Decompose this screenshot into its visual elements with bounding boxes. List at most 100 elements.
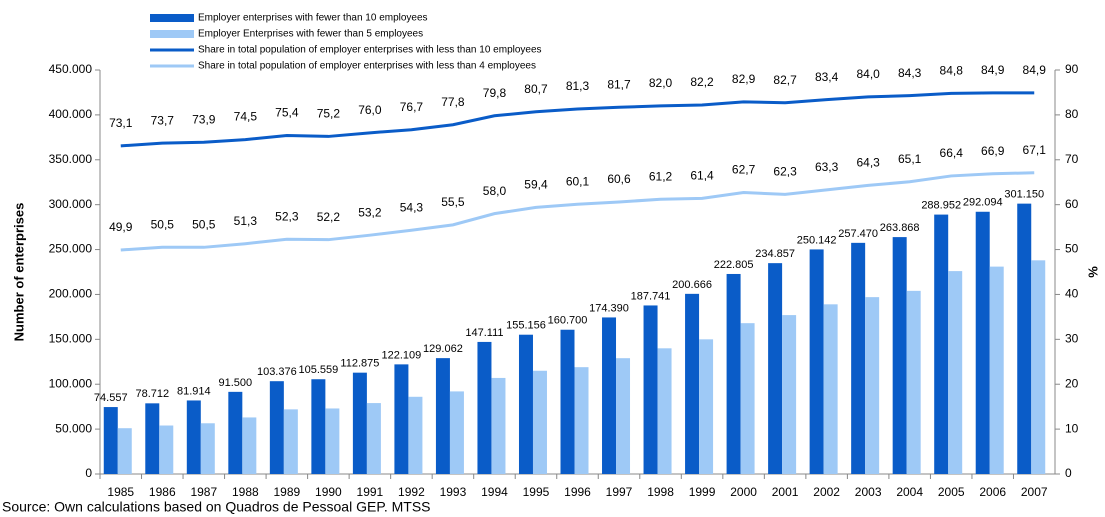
bar-value-label: 250.142 (797, 234, 837, 246)
x-tick-label: 1992 (398, 485, 425, 499)
y-tick-label: 0 (85, 466, 92, 480)
y2-tick-label: 90 (1065, 62, 1079, 76)
y-tick-label: 250.000 (49, 242, 93, 256)
bar (477, 341, 492, 474)
x-tick-label: 2006 (979, 485, 1006, 499)
y2-tick-label: 30 (1065, 332, 1079, 346)
line-value-label: 82,7 (773, 73, 797, 87)
line-value-label: 74,5 (234, 110, 258, 124)
x-tick-label: 2001 (772, 485, 799, 499)
y-tick-label: 200.000 (49, 287, 93, 301)
bar-value-label: 292.094 (963, 197, 1003, 209)
bar-value-label: 301.150 (1004, 189, 1044, 201)
x-tick-label: 1989 (273, 485, 300, 499)
bar (186, 400, 201, 474)
y-tick-label: 100.000 (49, 376, 93, 390)
bar-value-label: 74.557 (94, 392, 128, 404)
bar (435, 358, 450, 474)
bar (699, 339, 714, 474)
y2-tick-label: 40 (1065, 287, 1079, 301)
line-value-label: 82,2 (690, 75, 714, 89)
line-value-label: 73,7 (151, 113, 175, 127)
bar-value-label: 200.666 (672, 279, 712, 291)
y-tick-label: 350.000 (49, 152, 93, 166)
bar (657, 348, 672, 474)
bar-value-label: 288.952 (921, 199, 961, 211)
x-tick-label: 1997 (606, 485, 633, 499)
bar-value-label: 103.376 (257, 366, 297, 378)
line-value-label: 64,3 (856, 156, 880, 170)
line-value-label: 51,3 (234, 214, 258, 228)
y2-tick-label: 0 (1065, 466, 1072, 480)
y-tick-label: 150.000 (49, 332, 93, 346)
line-value-label: 84,9 (1023, 63, 1047, 77)
x-tick-label: 2005 (938, 485, 965, 499)
y-axis-label: Number of enterprises (11, 203, 26, 342)
bar-value-label: 187.741 (631, 290, 671, 302)
line-value-label: 76,0 (358, 103, 382, 117)
y-tick-label: 50.000 (55, 421, 92, 435)
bar (685, 293, 700, 474)
x-tick-label: 2003 (855, 485, 882, 499)
y2-tick-label: 10 (1065, 421, 1079, 435)
y2-tick-label: 80 (1065, 107, 1079, 121)
bar (228, 391, 243, 474)
bar (560, 329, 575, 474)
bar (851, 242, 866, 474)
bar (989, 266, 1004, 474)
line-value-label: 75,2 (317, 107, 341, 121)
bar (311, 379, 326, 474)
line-value-label: 82,9 (732, 72, 756, 86)
line-value-label: 65,1 (898, 152, 922, 166)
bar (740, 323, 755, 474)
y2-tick-label: 60 (1065, 197, 1079, 211)
legend-swatch (150, 14, 194, 22)
line-value-label: 54,3 (400, 200, 424, 214)
bar (283, 409, 298, 474)
line-value-label: 62,3 (773, 165, 797, 179)
line-value-label: 80,7 (524, 82, 548, 96)
bar-value-label: 78.712 (135, 388, 169, 400)
bar (200, 423, 215, 474)
line-value-label: 55,5 (441, 195, 465, 209)
bar-value-label: 160.700 (548, 315, 588, 327)
bar-value-label: 222.805 (714, 259, 754, 271)
bar (809, 249, 824, 474)
bar-value-label: 257.470 (838, 228, 878, 240)
line-value-label: 81,7 (607, 77, 631, 91)
bar (325, 408, 340, 474)
line-value-label: 50,5 (151, 217, 175, 231)
x-tick-label: 2004 (896, 485, 923, 499)
bar (532, 370, 547, 474)
line-value-label: 81,3 (566, 79, 590, 93)
line-value-label: 84,9 (981, 63, 1005, 77)
bar (574, 367, 589, 474)
bar-value-label: 129.062 (423, 343, 463, 355)
line-value-label: 66,4 (940, 146, 964, 160)
line-value-label: 61,4 (690, 169, 714, 183)
line-value-label: 60,1 (566, 174, 590, 188)
bar-value-label: 112.875 (340, 358, 379, 370)
bar-value-label: 147.111 (465, 327, 503, 339)
bar-value-label: 155.156 (506, 320, 546, 332)
bar (616, 358, 631, 474)
line (120, 91, 1035, 148)
bar (1031, 260, 1046, 474)
x-tick-label: 1990 (315, 485, 342, 499)
y2-tick-label: 70 (1065, 152, 1079, 166)
bar (491, 377, 506, 474)
line-value-label: 53,2 (358, 205, 382, 219)
bar-value-label: 174.390 (589, 302, 629, 314)
bar-value-label: 263.868 (880, 222, 920, 234)
line-value-label: 59,4 (524, 178, 548, 192)
line-value-label: 52,2 (317, 210, 341, 224)
line-value-label: 84,8 (940, 64, 964, 78)
y2-tick-label: 50 (1065, 242, 1079, 256)
x-tick-label: 1987 (190, 485, 217, 499)
bar (117, 428, 132, 474)
line-value-label: 82,0 (649, 76, 673, 90)
line-value-label: 52,3 (275, 209, 299, 223)
line-value-label: 58,0 (483, 184, 507, 198)
bar-value-label: 122.109 (382, 349, 422, 361)
